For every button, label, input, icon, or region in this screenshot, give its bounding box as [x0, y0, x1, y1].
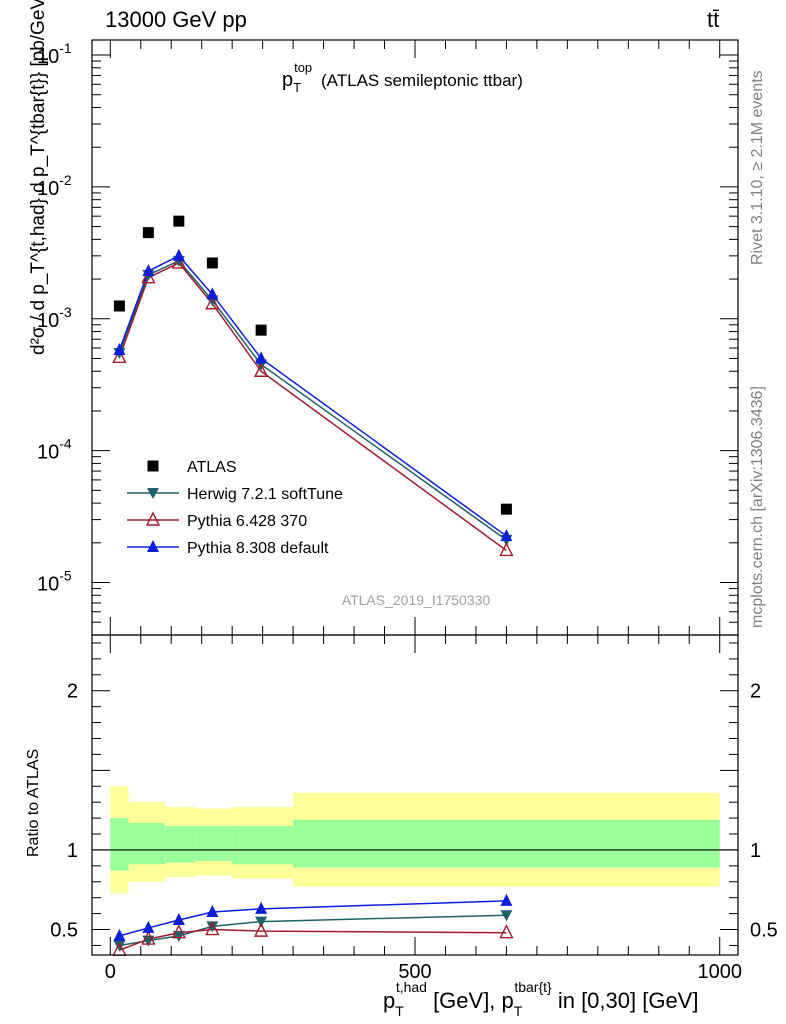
- ratio-point-herwig-7-2-1-softtune: [172, 930, 185, 942]
- ratio-y-tick-label-right: 2: [750, 681, 761, 703]
- ratio-point-pythia-6-428-370: [205, 920, 220, 936]
- main-point-pythia-6-428-370: [499, 541, 514, 557]
- band-inner: [165, 826, 196, 863]
- main-line-herwig-7-2-1-softtune: [118, 259, 507, 541]
- main-point-pythia-8-308-default: [142, 264, 155, 277]
- main-point-pythia-8-308-default: [113, 342, 126, 355]
- band-inner: [293, 819, 720, 868]
- x-tick-label: 500: [398, 961, 431, 983]
- axis-ticks: [92, 40, 738, 955]
- main-point-atlas: [255, 324, 267, 336]
- ratio-y-tick-label-right: 1: [750, 840, 761, 862]
- legend-label: Herwig 7.2.1 softTune: [187, 486, 343, 503]
- main-point-pythia-6-428-370: [205, 295, 220, 310]
- analysis-id: ATLAS_2019_I1750330: [342, 592, 491, 608]
- main-point-atlas: [173, 215, 185, 227]
- x-label-p1-sup: t,had: [396, 979, 427, 995]
- ratio-line-pythia-8-308-default: [119, 900, 507, 937]
- x-label-p2-sup: tbar{t}: [514, 979, 552, 995]
- plot-title-sup: top: [294, 60, 312, 75]
- main-point-atlas: [113, 300, 125, 312]
- ratio-y-tick-label: 2: [67, 681, 78, 703]
- main-line-pythia-6-428-370: [118, 262, 507, 552]
- main-point-pythia-6-428-370: [171, 254, 186, 269]
- band-inner: [195, 826, 233, 862]
- main-point-atlas: [500, 503, 512, 515]
- x-label-p1-sub: T: [395, 1003, 404, 1019]
- ratio-point-herwig-7-2-1-softtune: [255, 916, 268, 928]
- legend-label: Pythia 8.308 default: [187, 540, 329, 557]
- plot-title-main: p: [282, 69, 293, 91]
- main-y-tick-label: 10-5: [37, 568, 72, 596]
- ratio-axis-label: Ratio to ATLAS: [25, 749, 42, 857]
- plot-title: pTtop: [282, 60, 312, 95]
- main-point-pythia-8-308-default: [255, 351, 268, 364]
- header-left: 13000 GeV pp: [105, 7, 247, 32]
- ratio-point-pythia-8-308-default: [255, 901, 268, 914]
- x-label-mid: [GeV], p: [427, 988, 514, 1013]
- ratio-y-tick-label: 1: [67, 840, 78, 862]
- ratio-point-pythia-8-308-default: [142, 920, 155, 933]
- ratio-y-tick-label-right: 0.5: [750, 920, 778, 942]
- data-markers: [112, 215, 514, 956]
- main-y-tick-label: 10-1: [37, 40, 72, 68]
- ratio-y-tick-label: 0.5: [50, 920, 78, 942]
- ratio-point-pythia-8-308-default: [206, 905, 219, 918]
- main-y-tick-label: 10-4: [37, 436, 72, 464]
- main-y-tick-label: 10-2: [37, 172, 72, 200]
- ratio-point-pythia-6-428-370: [141, 930, 156, 945]
- ratio-point-pythia-8-308-default: [500, 893, 513, 906]
- legend-label: Pythia 6.428 370: [187, 513, 307, 530]
- legend-label: ATLAS: [187, 459, 237, 476]
- x-label-end: in [0,30] [GeV]: [552, 988, 699, 1013]
- band-inner: [128, 822, 166, 865]
- main-point-pythia-6-428-370: [112, 348, 127, 364]
- ratio-point-pythia-8-308-default: [113, 928, 126, 941]
- plot-title-sub: T: [293, 80, 301, 95]
- rivet-label: Rivet 3.1.10, ≥ 2.1M events: [749, 70, 766, 265]
- main-point-pythia-8-308-default: [500, 529, 513, 542]
- band-inner: [232, 826, 294, 865]
- x-tick-label: 0: [105, 961, 116, 983]
- main-point-atlas: [206, 257, 218, 269]
- header-right: tt̄: [707, 7, 719, 32]
- main-y-tick-label: 10-3: [37, 304, 72, 332]
- ratio-point-pythia-6-428-370: [171, 924, 186, 939]
- ratio-point-pythia-6-428-370: [253, 922, 269, 937]
- main-point-pythia-6-428-370: [253, 362, 269, 377]
- legend-marker: [145, 511, 161, 526]
- legend-marker: [147, 488, 159, 499]
- ratio-point-pythia-6-428-370: [499, 924, 514, 939]
- ratio-point-herwig-7-2-1-softtune: [206, 921, 219, 933]
- main-point-pythia-8-308-default: [172, 248, 185, 261]
- legend-marker: [147, 540, 159, 552]
- main-point-pythia-6-428-370: [141, 269, 156, 284]
- x-tick-label: 1000: [697, 961, 742, 983]
- y-axis-label: d²σ / d p_T^{t,had} d p_T^{tbar{t}} [pb/…: [28, 0, 49, 355]
- mcplots-label: mcplots.cern.ch [arXiv:1306.3436]: [749, 386, 766, 628]
- band-inner: [110, 818, 129, 871]
- ratio-point-herwig-7-2-1-softtune: [500, 910, 513, 922]
- legend-marker: [147, 460, 159, 472]
- ratio-point-herwig-7-2-1-softtune: [113, 940, 126, 952]
- plot-title-rest: (ATLAS semileptonic ttbar): [321, 71, 523, 90]
- x-label-p1: p: [383, 988, 395, 1013]
- main-point-pythia-8-308-default: [206, 287, 219, 300]
- x-label-p2-sub: T: [514, 1003, 523, 1019]
- ratio-point-pythia-8-308-default: [172, 912, 185, 925]
- ratio-uncertainty-bands: [92, 786, 738, 893]
- main-point-atlas: [142, 227, 154, 239]
- tick-labels: 10-1 10-2 10-3 10-4 10-5 2 2 1 1 0.5 0.5 0 500 1000: [37, 40, 778, 983]
- main-line-pythia-8-308-default: [118, 254, 507, 537]
- x-axis-label: pTt,had [GeV], pTtbar{t} in [0,30] [GeV]: [383, 979, 698, 1019]
- legend: ATLAS Herwig 7.2.1 softTune Pythia 6.428 3…: [127, 459, 343, 557]
